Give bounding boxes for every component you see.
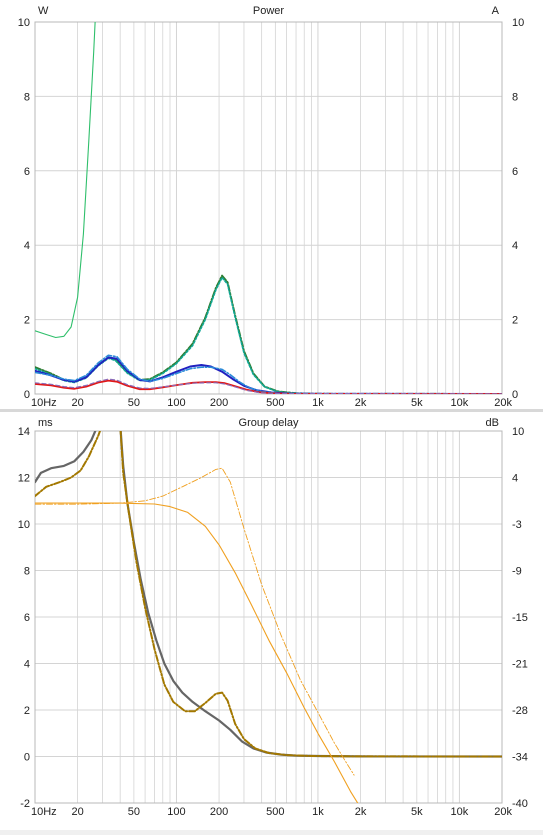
- x-tick-label: 50: [128, 806, 140, 818]
- y-unit-right: dB: [486, 417, 499, 429]
- chart-title: Group delay: [239, 417, 299, 429]
- y-unit-right: A: [492, 5, 500, 17]
- chart-title: Power: [253, 5, 285, 17]
- x-tick-label: 1k: [312, 806, 324, 818]
- y-tick-label-right: 4: [512, 473, 518, 485]
- y-tick-label-right: -3: [512, 519, 522, 531]
- x-tick-label: 1k: [312, 397, 324, 409]
- series-group: [35, 22, 502, 394]
- x-tick-label: 200: [210, 397, 228, 409]
- x-tick-label: 10k: [451, 397, 469, 409]
- x-tick-label: 500: [266, 397, 284, 409]
- plot-frame: [34, 430, 503, 804]
- x-tick-label: 10Hz: [31, 397, 57, 409]
- chart-panel-bg: [0, 412, 543, 830]
- y-tick-label: 2: [24, 315, 30, 327]
- y-tick-label-right: -15: [512, 612, 528, 624]
- y-tick-label-right: 4: [512, 240, 518, 252]
- y-tick-label: 14: [18, 426, 30, 438]
- y-tick-label-right: 0: [512, 389, 518, 401]
- y-tick-label: 8: [24, 91, 30, 103]
- y-tick-label: 4: [24, 659, 30, 671]
- y-tick-label: 10: [18, 519, 30, 531]
- x-tick-label: 20k: [494, 397, 512, 409]
- y-tick-label-right: 2: [512, 315, 518, 327]
- y-tick-label-right: 10: [512, 17, 524, 29]
- x-tick-label: 20: [71, 397, 83, 409]
- series-line-4: [35, 354, 502, 394]
- x-tick-label: 2k: [355, 397, 367, 409]
- series-line-2: [35, 502, 359, 803]
- y-tick-label: 10: [18, 17, 30, 29]
- y-tick-label: 2: [24, 705, 30, 717]
- x-tick-label: 200: [210, 806, 228, 818]
- y-tick-label: 6: [24, 166, 30, 178]
- y-tick-label: 0: [24, 752, 30, 764]
- series-line-6: [35, 378, 502, 394]
- y-tick-label: 4: [24, 240, 30, 252]
- series-line-0: [35, 22, 96, 339]
- x-tick-label: 2k: [355, 806, 367, 818]
- y-tick-label-right: 6: [512, 166, 518, 178]
- panel-divider[interactable]: [0, 409, 543, 412]
- x-tick-label: 50: [128, 397, 140, 409]
- series-line-5: [35, 379, 502, 394]
- y-tick-label: 8: [24, 566, 30, 578]
- series-group: [35, 431, 502, 803]
- y-tick-label-right: -9: [512, 566, 522, 578]
- x-tick-label: 5k: [411, 806, 423, 818]
- y-tick-label: -2: [20, 798, 30, 810]
- chart-0: Power W A 0 0 2 2 4 4 6 6 8 8 10 10 10Hz 20 50 100 200 500 1k…: [0, 0, 543, 409]
- x-tick-label: 20k: [494, 806, 512, 818]
- y-tick-label-right: 8: [512, 91, 518, 103]
- x-tick-label: 10Hz: [31, 806, 57, 818]
- y-unit-left: ms: [38, 417, 53, 429]
- x-tick-label: 20: [71, 806, 83, 818]
- y-tick-label: 6: [24, 612, 30, 624]
- y-tick-label-right: 10: [512, 426, 524, 438]
- y-tick-label-right: -28: [512, 705, 528, 717]
- series-line-3: [35, 467, 355, 776]
- series-line-1: [35, 431, 502, 758]
- y-tick-label: 0: [24, 389, 30, 401]
- x-tick-label: 500: [266, 806, 284, 818]
- x-tick-label: 100: [167, 806, 185, 818]
- y-tick-label-right: -21: [512, 659, 528, 671]
- y-unit-left: W: [38, 5, 49, 17]
- y-tick-label: 12: [18, 473, 30, 485]
- x-tick-label: 5k: [411, 397, 423, 409]
- y-tick-label-right: -34: [512, 752, 528, 764]
- plot-frame: [34, 21, 503, 395]
- chart-panel-bg: [0, 0, 543, 409]
- x-tick-label: 100: [167, 397, 185, 409]
- x-tick-label: 10k: [451, 806, 469, 818]
- y-tick-label-right: -40: [512, 798, 528, 810]
